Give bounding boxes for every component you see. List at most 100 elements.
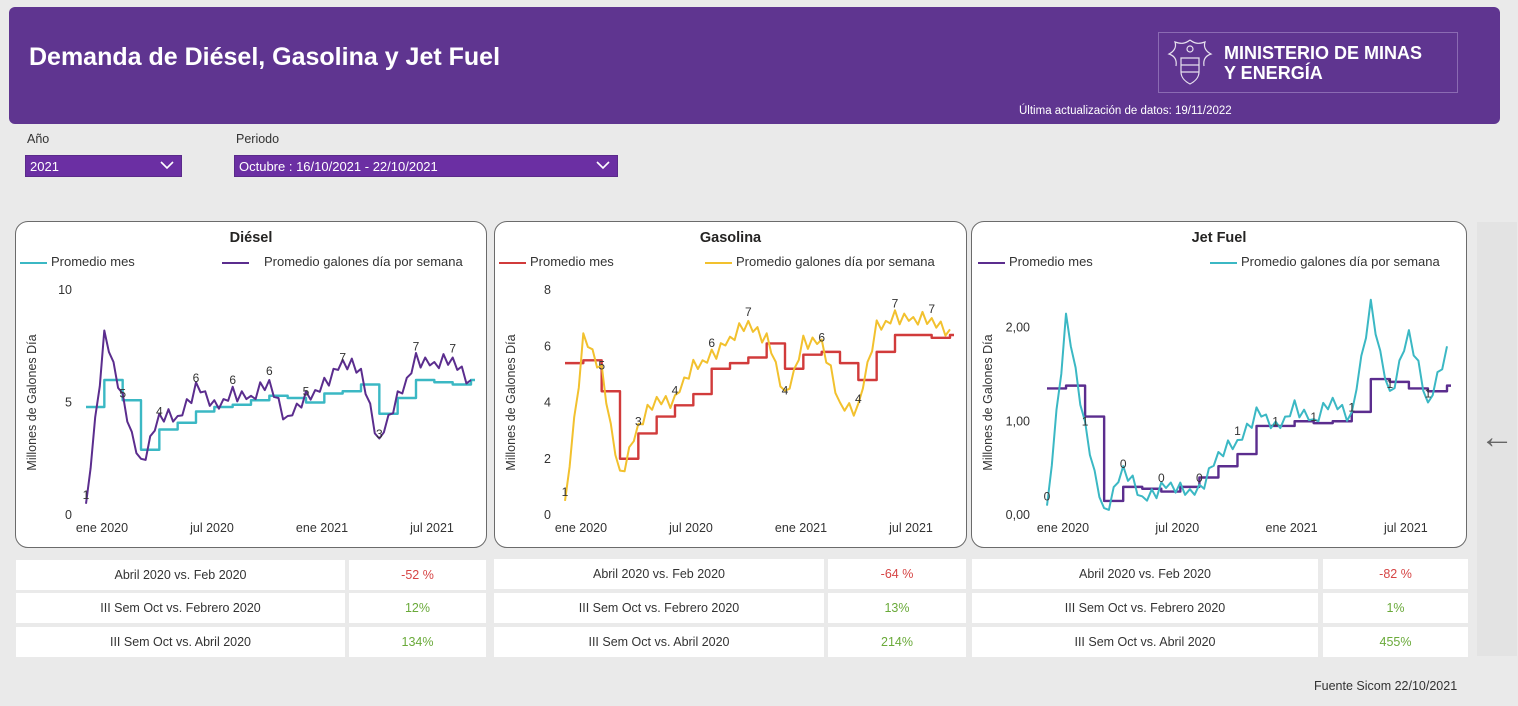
coat-of-arms-icon bbox=[1167, 39, 1213, 85]
data-label: 6 bbox=[266, 364, 273, 378]
gasolina-chart-plot: Millones de Galones Día 0 2 4 6 8 ene 2020 jul … bbox=[504, 283, 954, 535]
series-line[interactable] bbox=[1047, 377, 1451, 503]
data-label: 4 bbox=[782, 384, 789, 398]
chart-title: Jet Fuel bbox=[1191, 230, 1247, 246]
data-label: 5 bbox=[119, 387, 126, 401]
data-label: 0 bbox=[1196, 471, 1203, 485]
legend-swatch bbox=[1210, 261, 1237, 264]
legend-item[interactable]: Promedio galones día por semana bbox=[222, 254, 463, 269]
x-tick-label: ene 2020 bbox=[555, 521, 607, 535]
x-tick-label: ene 2021 bbox=[1266, 521, 1318, 535]
y-tick-label: 0,00 bbox=[1006, 508, 1030, 522]
stat-label: Abril 2020 vs. Feb 2020 bbox=[16, 560, 345, 590]
series-line[interactable] bbox=[85, 329, 472, 504]
stat-value: 1% bbox=[1323, 593, 1468, 623]
source-note: Fuente Sicom 22/10/2021 bbox=[1314, 679, 1458, 693]
y-tick-label: 1,00 bbox=[1006, 414, 1030, 428]
stat-value: 13% bbox=[828, 593, 966, 623]
period-dropdown[interactable]: Octubre : 16/10/2021 - 22/10/2021 bbox=[234, 155, 618, 177]
stat-label: III Sem Oct vs. Abril 2020 bbox=[494, 627, 824, 657]
y-tick-label: 2,00 bbox=[1006, 321, 1030, 335]
data-label: 4 bbox=[672, 384, 679, 398]
ministry-name-line1: MINISTERIO DE MINAS bbox=[1224, 43, 1423, 63]
stat-label: III Sem Oct vs. Febrero 2020 bbox=[494, 593, 824, 623]
data-label: 6 bbox=[229, 373, 236, 387]
legend-item[interactable]: Promedio galones día por semana bbox=[1210, 254, 1440, 269]
chart-title: Gasolina bbox=[699, 230, 762, 246]
stat-label: Abril 2020 vs. Feb 2020 bbox=[494, 559, 824, 589]
header-banner: Demanda de Diésel, Gasolina y Jet Fuel M… bbox=[9, 7, 1500, 124]
year-filter-label: Año bbox=[27, 132, 50, 146]
legend-label: Promedio mes bbox=[1009, 254, 1093, 269]
gasolina-chart-card: Gasolina Promedio mes Promedio galones d… bbox=[494, 221, 967, 548]
stat-label: III Sem Oct vs. Febrero 2020 bbox=[972, 593, 1318, 623]
page-title: Demanda de Diésel, Gasolina y Jet Fuel bbox=[29, 43, 501, 71]
y-tick-label: 5 bbox=[65, 396, 72, 410]
x-tick-label: jul 2020 bbox=[189, 521, 234, 535]
series-line[interactable] bbox=[565, 333, 954, 460]
data-label: 1 bbox=[83, 488, 90, 502]
legend-item[interactable]: Promedio mes bbox=[20, 254, 135, 269]
stat-label: III Sem Oct vs. Febrero 2020 bbox=[16, 593, 345, 623]
data-label: 1 bbox=[1348, 401, 1355, 415]
x-tick-label: jul 2020 bbox=[1154, 521, 1199, 535]
y-tick-label: 8 bbox=[544, 283, 551, 297]
legend-swatch bbox=[705, 261, 732, 264]
data-label: 1 bbox=[562, 485, 569, 499]
data-label: 1 bbox=[1387, 377, 1394, 391]
ministry-logo: MINISTERIO DE MINAS Y ENERGÍA bbox=[1158, 32, 1458, 93]
legend-swatch bbox=[20, 261, 47, 264]
data-label: 1 bbox=[1272, 415, 1279, 429]
y-tick-label: 10 bbox=[58, 283, 72, 297]
x-tick-label: ene 2021 bbox=[296, 521, 348, 535]
stat-value: 214% bbox=[828, 627, 966, 657]
stat-value: -52 % bbox=[349, 560, 486, 590]
x-tick-label: ene 2020 bbox=[1037, 521, 1089, 535]
legend-item[interactable]: Promedio mes bbox=[499, 254, 614, 269]
year-dropdown[interactable]: 2021 bbox=[25, 155, 182, 177]
ministry-name: MINISTERIO DE MINAS Y ENERGÍA bbox=[1224, 43, 1422, 83]
period-dropdown-value: Octubre : 16/10/2021 - 22/10/2021 bbox=[239, 159, 438, 174]
data-label: 6 bbox=[708, 336, 715, 350]
y-tick-label: 4 bbox=[544, 396, 551, 410]
data-label: 0 bbox=[1044, 490, 1051, 504]
legend-label: Promedio galones día por semana bbox=[736, 254, 935, 269]
y-axis-title: Millones de Galones Día bbox=[25, 334, 39, 470]
y-axis-title: Millones de Galones Día bbox=[981, 334, 995, 470]
data-label: 7 bbox=[892, 297, 899, 311]
jetfuel-chart-card: Jet Fuel Promedio mes Promedio galones d… bbox=[971, 221, 1467, 548]
series-line[interactable] bbox=[564, 309, 951, 502]
data-label: 0 bbox=[1120, 457, 1127, 471]
legend-item[interactable]: Promedio galones día por semana bbox=[705, 254, 935, 269]
legend-label: Promedio mes bbox=[51, 254, 135, 269]
diesel-chart-card: Diésel Promedio mes Promedio galones día… bbox=[15, 221, 487, 548]
arrow-left-icon[interactable]: ← bbox=[1480, 418, 1514, 456]
data-label: 1 bbox=[1234, 424, 1241, 438]
stat-label: Abril 2020 vs. Feb 2020 bbox=[972, 559, 1318, 589]
stat-label: III Sem Oct vs. Abril 2020 bbox=[16, 627, 345, 657]
year-dropdown-value: 2021 bbox=[30, 159, 59, 174]
data-label: 3 bbox=[376, 427, 383, 441]
series-line[interactable] bbox=[86, 378, 475, 451]
data-label: 1 bbox=[1082, 415, 1089, 429]
period-filter-label: Periodo bbox=[236, 132, 280, 146]
legend-swatch bbox=[499, 261, 526, 264]
last-update-text: Última actualización de datos: 19/11/202… bbox=[1019, 105, 1232, 117]
stat-value: 455% bbox=[1323, 627, 1468, 657]
legend-label: Promedio mes bbox=[530, 254, 614, 269]
data-label: 7 bbox=[339, 351, 346, 365]
data-label: 7 bbox=[928, 302, 935, 316]
legend-swatch bbox=[222, 261, 249, 264]
data-label: 7 bbox=[449, 342, 456, 356]
data-label: 7 bbox=[745, 305, 752, 319]
data-label: 3 bbox=[635, 415, 642, 429]
legend-item[interactable]: Promedio mes bbox=[978, 254, 1093, 269]
data-label: 4 bbox=[855, 392, 862, 406]
y-axis-title: Millones de Galones Día bbox=[504, 334, 518, 470]
x-tick-label: ene 2020 bbox=[76, 521, 128, 535]
legend-label: Promedio galones día por semana bbox=[1241, 254, 1440, 269]
page-nav-panel: ← bbox=[1477, 222, 1517, 656]
chevron-down-icon bbox=[160, 161, 174, 170]
series-line[interactable] bbox=[1046, 298, 1448, 511]
legend-swatch bbox=[978, 261, 1005, 264]
